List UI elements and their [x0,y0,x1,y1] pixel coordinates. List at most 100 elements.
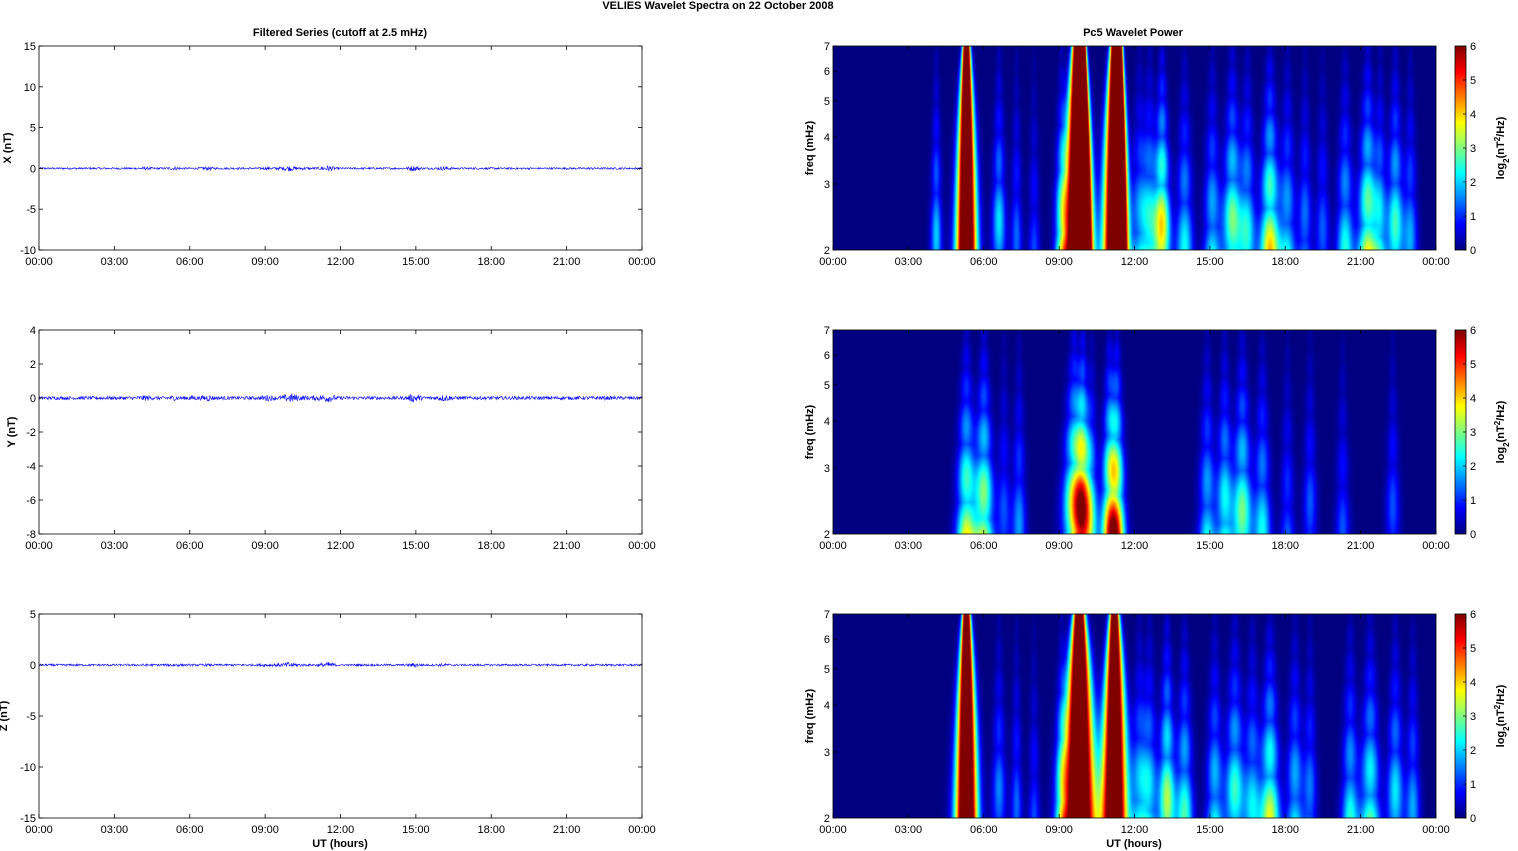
y-series-xtick-tick-label: 18:00 [477,540,505,552]
x-colorbar-tick-label: 1 [1470,211,1476,223]
y-colorbar-tick-label: 4 [1470,393,1476,405]
z-series-xticks: 00:00 03:00 06:00 09:00 12:00 15:00 18:00 21:00… [25,614,656,836]
y-wavelet-xtick-tick-label: 12:00 [1121,540,1149,552]
x-wavelet-heatmap [833,46,1436,250]
z-series-yticks: -15 -10 -5 0 5 [20,609,642,825]
y-wavelet-ytick-label: 6 [824,350,830,362]
x-wavelet-xtick-tick-label: 09:00 [1045,256,1073,268]
z-series-panel: -15 -10 -5 0 5 00:00 03:00 06:00 09:00 12:00 15:0… [0,609,656,850]
y-wavelet-xtick-tick-label: 21:00 [1347,540,1375,552]
z-colorbar-tick-label: 2 [1470,745,1476,757]
y-series-xticks: 00:00 03:00 06:00 09:00 12:00 15:00 18:00 21:00… [25,330,656,552]
z-wavelet-colorbar-label: log2(nT2/Hz) [1493,684,1511,747]
y-series-ytick-label: 2 [30,359,36,371]
x-colorbar-tick-label: 0 [1470,245,1476,257]
x-wavelet-xtick-tick-label: 15:00 [1196,256,1224,268]
y-series-ytick-label: 4 [30,325,36,337]
y-colorbar-tick-label: 5 [1470,359,1476,371]
y-series-ytick-label: -8 [26,529,36,541]
x-series-ytick-label: -5 [26,204,36,216]
z-colorbar-tick-label: 1 [1470,779,1476,791]
left-xlabel: UT (hours) [312,838,368,850]
x-series-xtick-tick-label: 06:00 [176,256,204,268]
y-wavelet-xtick-tick-label: 15:00 [1196,540,1224,552]
z-series-xtick-tick-label: 21:00 [553,824,581,836]
z-wavelet-ytick-label: 6 [824,634,830,646]
x-wavelet-ytick-label: 2 [824,245,830,257]
x-series-ytick-label: 0 [30,163,36,175]
z-wavelet-colorbar-ticks: 0 1 2 3 4 5 6 [1463,609,1476,825]
x-series-xtick-tick-label: 21:00 [553,256,581,268]
z-series-ytick-label: 0 [30,660,36,672]
x-wavelet-colorbar [1455,46,1466,250]
x-wavelet-colorbar-ticks: 0 1 2 3 4 5 6 [1463,41,1476,257]
right-xlabel: UT (hours) [1106,838,1162,850]
x-colorbar-tick-label: 5 [1470,75,1476,87]
z-wavelet-xtick-tick-label: 06:00 [970,824,998,836]
x-wavelet-xtick-tick-label: 00:00 [819,256,847,268]
y-wavelet-yticks: 2 3 4 5 6 7 [824,325,837,541]
x-wavelet-xtick-tick-label: 00:00 [1422,256,1450,268]
y-series-xtick-tick-label: 12:00 [327,540,355,552]
x-series-ytick-label: 10 [24,82,36,94]
z-wavelet-ylabel: freq (mHz) [804,688,816,743]
z-colorbar-tick-label: 5 [1470,643,1476,655]
y-series-xtick-tick-label: 03:00 [101,540,129,552]
y-wavelet-ylabel: freq (mHz) [804,404,816,459]
z-wavelet-heatmap [833,614,1436,818]
x-colorbar-tick-label: 4 [1470,109,1476,121]
x-wavelet-ylabel: freq (mHz) [804,120,816,175]
z-wavelet-colorbar [1455,614,1466,818]
z-colorbar-tick-label: 4 [1470,677,1476,689]
x-series-ylabel: X (nT) [2,132,14,163]
z-wavelet-xtick-tick-label: 18:00 [1271,824,1299,836]
y-wavelet-colorbar [1455,330,1466,534]
x-colorbar-tick-label: 2 [1470,177,1476,189]
z-colorbar-tick-label: 3 [1470,711,1476,723]
x-wavelet-xtick-tick-label: 06:00 [970,256,998,268]
x-series-xtick-tick-label: 12:00 [327,256,355,268]
z-wavelet-xtick-tick-label: 15:00 [1196,824,1224,836]
y-series-xtick-tick-label: 00:00 [628,540,656,552]
x-series-xtick-tick-label: 15:00 [402,256,430,268]
z-series-line [38,661,643,668]
z-wavelet-ytick-label: 2 [824,813,830,825]
x-wavelet-ytick-label: 5 [824,96,830,108]
z-series-ylabel: Z (nT) [0,700,10,731]
z-series-xtick-tick-label: 09:00 [251,824,279,836]
y-wavelet-colorbar-ticks: 0 1 2 3 4 5 6 [1463,325,1476,541]
left-column-title: Filtered Series (cutoff at 2.5 mHz) [253,27,428,39]
y-series-ylabel: Y (nT) [6,416,18,447]
y-series-ytick-label: 0 [30,393,36,405]
y-series-xtick-tick-label: 09:00 [251,540,279,552]
y-colorbar-tick-label: 0 [1470,529,1476,541]
y-wavelet-ytick-label: 3 [824,463,830,475]
z-series-xtick-tick-label: 00:00 [628,824,656,836]
x-wavelet-xtick-tick-label: 03:00 [895,256,923,268]
x-wavelet-ytick-label: 3 [824,179,830,191]
z-wavelet-ytick-label: 4 [824,700,830,712]
z-series-ytick-label: -5 [26,711,36,723]
y-series-xtick-tick-label: 15:00 [402,540,430,552]
y-wavelet-panel: 2 3 4 5 6 7 00:00 03:00 06:00 09:00 12:00 15:00 18:… [804,325,1511,552]
x-series-xtick-tick-label: 09:00 [251,256,279,268]
z-series-xtick-tick-label: 18:00 [477,824,505,836]
z-series-xtick-tick-label: 00:00 [25,824,53,836]
z-wavelet-xtick-tick-label: 00:00 [819,824,847,836]
x-series-line [38,165,643,172]
z-wavelet-xtick-tick-label: 09:00 [1045,824,1073,836]
x-wavelet-xticks: 00:00 03:00 06:00 09:00 12:00 15:00 18:00 21:00… [819,46,1450,268]
x-series-yticks: -10 -5 0 5 10 15 [20,41,642,257]
z-colorbar-tick-label: 6 [1470,609,1476,621]
x-wavelet-ytick-label: 7 [824,41,830,53]
y-colorbar-tick-label: 1 [1470,495,1476,507]
z-wavelet-xtick-tick-label: 12:00 [1121,824,1149,836]
y-wavelet-xtick-tick-label: 18:00 [1271,540,1299,552]
z-wavelet-xtick-tick-label: 00:00 [1422,824,1450,836]
z-series-xtick-tick-label: 15:00 [402,824,430,836]
y-wavelet-xtick-tick-label: 06:00 [970,540,998,552]
y-wavelet-ytick-label: 2 [824,529,830,541]
x-series-xtick-tick-label: 00:00 [628,256,656,268]
y-wavelet-xtick-tick-label: 03:00 [895,540,923,552]
x-wavelet-colorbar-label: log2(nT2/Hz) [1493,116,1511,179]
